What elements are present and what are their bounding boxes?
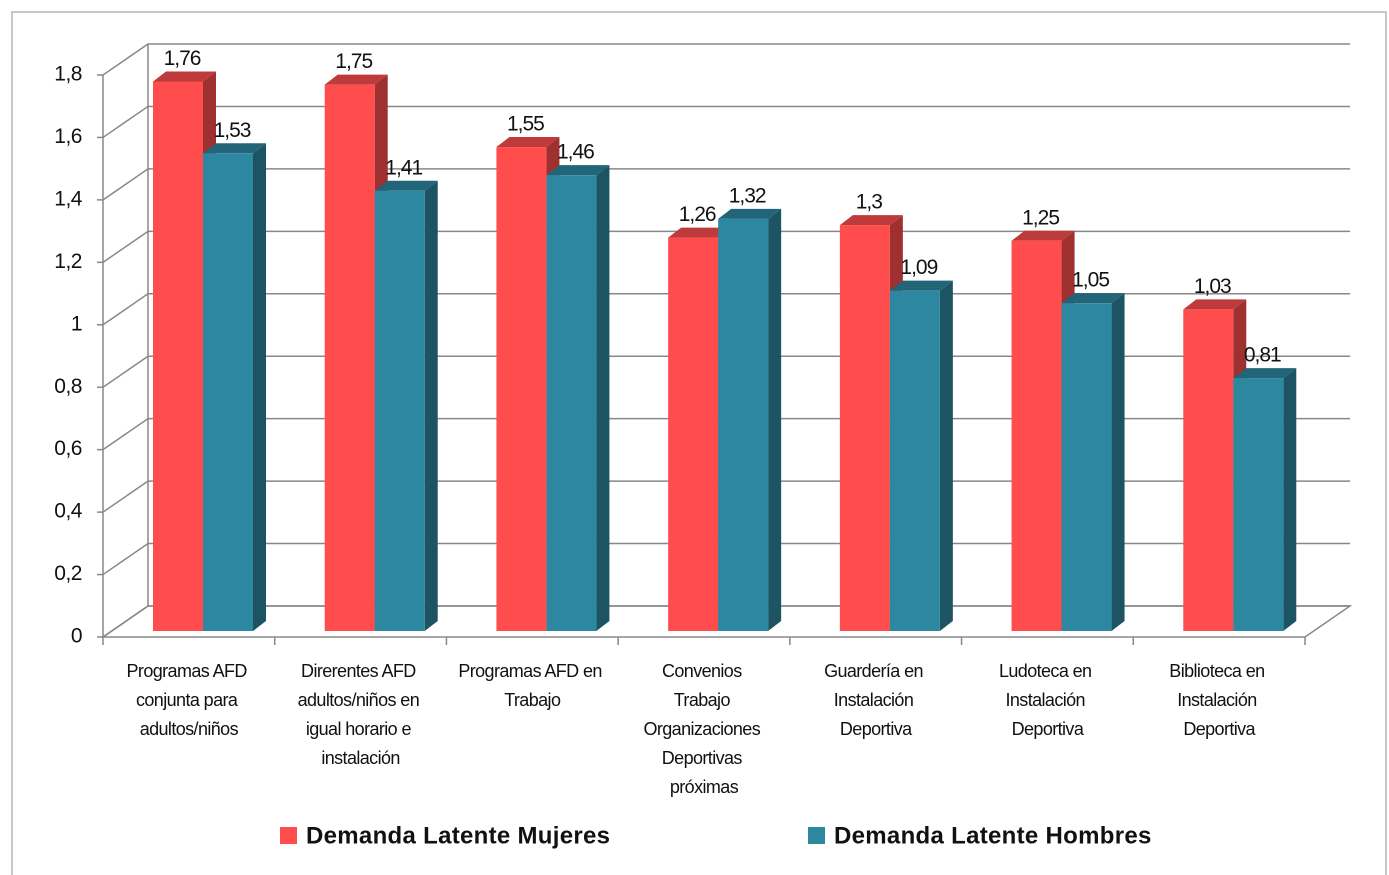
value-label: 1,09 — [900, 256, 937, 279]
y-tick-label: 1,6 — [54, 125, 82, 148]
bar-front — [153, 81, 203, 631]
bar-front — [1061, 303, 1112, 631]
legend-swatch — [280, 827, 297, 844]
bar-top — [1233, 368, 1297, 379]
bar-front — [546, 175, 597, 631]
bar-front — [718, 218, 769, 631]
bar-side — [1283, 368, 1297, 631]
value-label: 1,03 — [1194, 275, 1231, 298]
bar-front — [1233, 378, 1284, 631]
value-label: 1,32 — [729, 184, 766, 207]
bar-top — [324, 74, 388, 85]
bar-front — [203, 153, 253, 632]
bar-top — [203, 143, 266, 154]
value-label: 0,81 — [1244, 344, 1281, 367]
bar-front — [496, 147, 547, 632]
value-label: 1,41 — [385, 156, 422, 179]
value-label: 1,46 — [557, 141, 594, 164]
bar — [203, 143, 266, 632]
bar-front — [1183, 309, 1234, 631]
bar — [889, 280, 953, 631]
bar-side — [939, 280, 953, 631]
x-tick-label: Ludoteca en Instalación Deportiva — [999, 661, 1096, 739]
legend-swatch — [808, 827, 825, 844]
grid-line — [102, 168, 1350, 201]
value-label: 1,25 — [1022, 206, 1059, 229]
grid-line — [102, 105, 1350, 139]
value-label: 1,05 — [1072, 269, 1109, 292]
bar-front — [839, 225, 890, 631]
bar-top — [718, 208, 782, 219]
bar-side — [768, 208, 782, 631]
grid-line — [102, 43, 1350, 76]
bar-top — [1061, 293, 1125, 304]
bar-side — [253, 143, 266, 632]
y-tick-label: 1,8 — [54, 63, 82, 86]
bar — [1233, 368, 1297, 631]
bar — [374, 180, 438, 631]
y-tick-label: 1,4 — [54, 187, 83, 210]
x-tick-label: Convenios Trabajo Organizaciones Deporti… — [643, 661, 764, 797]
legend-label: Demanda Latente Hombres — [834, 822, 1152, 849]
value-label: 1,3 — [856, 191, 883, 214]
bar — [546, 165, 610, 631]
bar-side — [1111, 293, 1125, 631]
legend-label: Demanda Latente Mujeres — [306, 822, 610, 849]
y-tick-label: 0,8 — [54, 375, 82, 398]
bar-top — [153, 71, 216, 82]
x-tick-label: Programas AFD conjunta para adultos/niño… — [127, 661, 252, 739]
value-label: 1,76 — [164, 47, 201, 70]
y-tick-label: 0,4 — [54, 500, 83, 523]
bar-side — [424, 180, 438, 631]
bar-front — [1011, 240, 1062, 631]
bar-side — [596, 165, 610, 631]
bar-top — [496, 137, 560, 148]
bar — [718, 208, 782, 631]
bar-top — [839, 215, 903, 226]
value-label: 1,26 — [679, 203, 716, 226]
bar-front — [324, 84, 375, 632]
bar-front — [889, 290, 940, 631]
value-label: 1,53 — [214, 119, 251, 142]
bar-top — [1011, 230, 1075, 241]
bar-front — [374, 190, 425, 631]
y-tick-label: 1,2 — [54, 250, 82, 273]
bar-front — [668, 237, 719, 631]
x-tick-label: Programas AFD en Trabajo — [458, 661, 606, 710]
value-label: 1,75 — [335, 50, 372, 73]
x-tick-label: Biblioteca en Instalación Deportiva — [1169, 661, 1269, 739]
y-tick-label: 0,6 — [54, 437, 82, 460]
chart-border — [11, 11, 1387, 875]
y-tick-label: 0 — [71, 625, 82, 648]
bar-top — [374, 180, 438, 191]
y-tick-label: 0,2 — [54, 562, 82, 585]
bar — [1061, 293, 1125, 631]
floor — [100, 605, 1353, 638]
x-tick-label: Guardería en Instalación Deportiva — [824, 661, 927, 739]
bar-top — [546, 165, 610, 176]
bar-top — [889, 280, 953, 291]
x-tick-label: Direrentes AFD adultos/niños en igual ho… — [298, 661, 424, 768]
bar-top — [668, 227, 732, 238]
value-label: 1,55 — [507, 113, 544, 136]
y-tick-label: 1 — [71, 312, 82, 335]
bar-top — [1183, 299, 1247, 310]
